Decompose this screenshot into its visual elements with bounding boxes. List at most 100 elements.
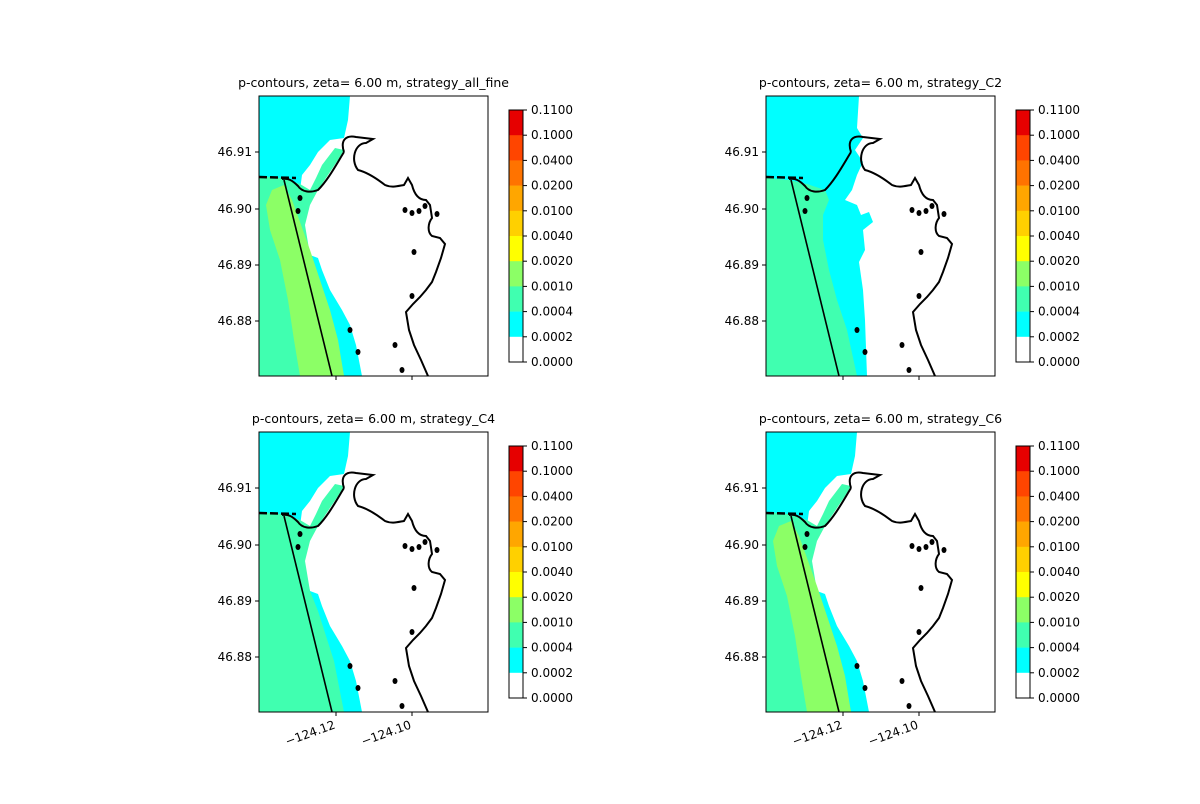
x-tick-label: −124.10 bbox=[359, 718, 413, 749]
jetty bbox=[766, 175, 804, 180]
island bbox=[899, 678, 905, 684]
bay-coastline bbox=[281, 151, 345, 193]
island bbox=[416, 544, 422, 550]
axes-frame bbox=[765, 431, 996, 713]
y-tick-label: 46.88 bbox=[725, 650, 759, 664]
island bbox=[392, 342, 398, 348]
colorbar-segment bbox=[1016, 471, 1030, 497]
colorbar-tick-label: 0.0010 bbox=[531, 279, 573, 293]
coastline bbox=[341, 471, 447, 712]
colorbar-segment bbox=[509, 446, 523, 472]
colorbar-tick-label: 0.0004 bbox=[531, 641, 573, 655]
colorbar-segment bbox=[1016, 261, 1030, 287]
transect-line bbox=[790, 179, 840, 376]
island bbox=[916, 546, 922, 552]
y-tick-label: 46.91 bbox=[218, 145, 252, 159]
aquamarine-contour-region bbox=[259, 484, 344, 712]
island bbox=[402, 207, 408, 213]
colorbar-tick-label: 0.1000 bbox=[531, 464, 573, 478]
island bbox=[916, 210, 922, 216]
light-green-contour-region bbox=[266, 185, 344, 376]
colorbar-tick-label: 0.0010 bbox=[1038, 279, 1080, 293]
colorbar-segment bbox=[509, 311, 523, 338]
subplot-title: p-contours, zeta= 6.00 m, strategy_C2 bbox=[759, 75, 1002, 90]
x-tick-label: −124.12 bbox=[283, 718, 337, 749]
colorbar-tick-label: 0.1100 bbox=[531, 103, 573, 117]
y-tick-label: 46.91 bbox=[725, 481, 759, 495]
island bbox=[929, 203, 935, 209]
subplot-panel: 46.91 46.90 46.89 46.88 −124.12 −124.10 p-cont… bbox=[218, 411, 573, 749]
contour-field bbox=[766, 96, 995, 376]
island bbox=[347, 327, 353, 333]
island bbox=[416, 208, 422, 214]
colorbar-tick-label: 0.0004 bbox=[1038, 305, 1080, 319]
bay-coastline bbox=[281, 487, 345, 529]
colorbar-segment bbox=[1016, 210, 1030, 237]
colorbar-tick-label: 0.0400 bbox=[531, 153, 573, 167]
colorbar-tick-label: 0.0040 bbox=[1038, 565, 1080, 579]
colorbar-tick-label: 0.0004 bbox=[531, 305, 573, 319]
island bbox=[399, 703, 405, 709]
island bbox=[409, 293, 415, 299]
colorbar-tick-label: 0.1100 bbox=[1038, 439, 1080, 453]
colorbar-segment bbox=[509, 261, 523, 287]
island bbox=[295, 544, 301, 550]
island bbox=[916, 293, 922, 299]
colorbar-tick-label: 0.0002 bbox=[1038, 330, 1080, 344]
island bbox=[802, 208, 808, 214]
colorbar-segment bbox=[509, 546, 523, 573]
island bbox=[411, 585, 417, 591]
colorbar-tick-label: 0.0000 bbox=[1038, 355, 1080, 369]
island bbox=[409, 546, 415, 552]
colorbar-segment bbox=[509, 236, 523, 262]
colorbar-segment bbox=[509, 336, 523, 363]
island bbox=[392, 678, 398, 684]
y-tick-label: 46.90 bbox=[218, 538, 252, 552]
island bbox=[862, 685, 868, 691]
colorbar-tick-label: 0.0010 bbox=[531, 615, 573, 629]
y-tick-label: 46.89 bbox=[725, 258, 759, 272]
island bbox=[434, 211, 440, 217]
axes-frame bbox=[258, 95, 489, 377]
island bbox=[297, 195, 303, 201]
colorbar-segment bbox=[509, 160, 523, 186]
axes-frame bbox=[765, 95, 996, 377]
island bbox=[941, 547, 947, 553]
colorbar-segment bbox=[509, 185, 523, 212]
colorbar-tick-label: 0.0040 bbox=[531, 229, 573, 243]
jetty bbox=[259, 511, 297, 516]
island bbox=[899, 342, 905, 348]
island bbox=[804, 195, 810, 201]
colorbar-segment bbox=[1016, 185, 1030, 212]
island bbox=[422, 203, 428, 209]
colorbar-segment bbox=[1016, 286, 1030, 312]
coastline bbox=[848, 471, 954, 712]
colorbar-tick-label: 0.0200 bbox=[531, 179, 573, 193]
colorbar-segment bbox=[1016, 521, 1030, 548]
bay-coastline bbox=[788, 151, 852, 193]
colorbar-tick-label: 0.1000 bbox=[1038, 128, 1080, 142]
colorbar-tick-label: 0.0020 bbox=[531, 254, 573, 268]
colorbar-segment bbox=[1016, 496, 1030, 522]
colorbar-tick-label: 0.0200 bbox=[531, 515, 573, 529]
colorbar-tick-label: 0.0002 bbox=[531, 666, 573, 680]
island bbox=[923, 208, 929, 214]
island bbox=[409, 210, 415, 216]
colorbar-segment bbox=[1016, 622, 1030, 648]
colorbar-segment bbox=[509, 572, 523, 598]
light-green-contour-region bbox=[773, 521, 851, 712]
island bbox=[906, 367, 912, 373]
colorbar-segment bbox=[509, 672, 523, 699]
colorbar-segment bbox=[509, 210, 523, 237]
y-tick-label: 46.89 bbox=[725, 594, 759, 608]
colorbar-tick-label: 0.0010 bbox=[1038, 615, 1080, 629]
island bbox=[409, 629, 415, 635]
coastline bbox=[848, 135, 954, 376]
island bbox=[355, 685, 361, 691]
contour-field bbox=[259, 96, 488, 376]
colorbar-tick-label: 0.0000 bbox=[531, 691, 573, 705]
colorbar-tick-label: 0.0200 bbox=[1038, 515, 1080, 529]
transect-line bbox=[283, 515, 333, 712]
y-tick-label: 46.90 bbox=[725, 538, 759, 552]
coastline bbox=[341, 135, 447, 376]
